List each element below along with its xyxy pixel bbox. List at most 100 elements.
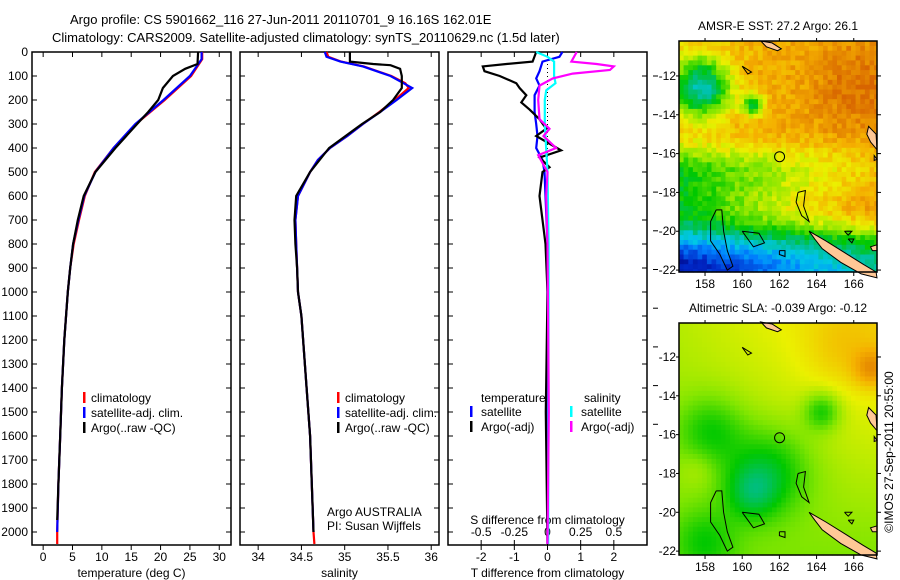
- heatmap-cell: [799, 323, 805, 329]
- heatmap-cell: [823, 50, 829, 57]
- heatmap-cell: [697, 181, 703, 188]
- heatmap-cell: [851, 244, 857, 251]
- heatmap-cell: [692, 254, 699, 260]
- heatmap-cell: [702, 196, 708, 202]
- heatmap-cell: [744, 551, 750, 556]
- heatmap-cell: [841, 65, 847, 71]
- heatmap-cell: [692, 536, 699, 543]
- heatmap-cell: [692, 176, 699, 183]
- heatmap-cell: [860, 366, 866, 373]
- heatmap-cell: [720, 342, 726, 348]
- heatmap-cell: [762, 361, 768, 368]
- heatmap-cell: [683, 206, 689, 212]
- heatmap-cell: [869, 259, 875, 265]
- series-line-temperature-argo-adj-: [481, 51, 564, 545]
- heatmap-cell: [697, 264, 703, 270]
- heatmap-cell: [683, 60, 689, 66]
- heatmap-cell: [804, 522, 810, 528]
- heatmap-cell: [846, 323, 852, 329]
- heatmap-cell: [776, 259, 782, 265]
- heatmap-cell: [748, 439, 754, 445]
- y-tick-label: 1600: [1, 429, 28, 443]
- heatmap-cell: [776, 138, 782, 144]
- heatmap-cell: [781, 70, 787, 76]
- heatmap-cell: [748, 454, 754, 460]
- heatmap-cell: [827, 55, 833, 62]
- heatmap-cell: [855, 536, 861, 543]
- heatmap-cell: [799, 444, 805, 450]
- heatmap-cell: [748, 152, 754, 159]
- heatmap-cell: [781, 323, 787, 329]
- heatmap-cell: [799, 347, 805, 353]
- reef-outline: [847, 519, 855, 525]
- heatmap-cell: [799, 337, 805, 344]
- heatmap-cell: [823, 138, 829, 144]
- heatmap-cell: [711, 108, 717, 115]
- heatmap-cell: [758, 327, 764, 334]
- heatmap-cell: [725, 176, 731, 183]
- heatmap-cell: [813, 50, 819, 57]
- heatmap-cell: [702, 415, 708, 421]
- heatmap-cell: [837, 240, 843, 246]
- heatmap-cell: [758, 347, 764, 353]
- heatmap-cell: [809, 483, 815, 489]
- heatmap-cell: [692, 167, 699, 173]
- heatmap-cell: [795, 60, 801, 66]
- heatmap-cell: [869, 424, 875, 431]
- heatmap-cell: [799, 45, 805, 52]
- heatmap-cell: [748, 371, 754, 377]
- heatmap-cell: [697, 215, 703, 222]
- heatmap-cell: [823, 128, 829, 134]
- heatmap-cell: [716, 89, 722, 95]
- heatmap-cell: [730, 458, 736, 465]
- heatmap-cell: [851, 176, 857, 183]
- heatmap-cell: [860, 172, 866, 178]
- heatmap-cell: [748, 444, 754, 450]
- heatmap-cell: [790, 371, 796, 377]
- heatmap-cell: [837, 454, 843, 460]
- heatmap-cell: [697, 483, 703, 489]
- heatmap-cell: [809, 240, 815, 246]
- heatmap-cell: [739, 128, 745, 134]
- heatmap-cell: [748, 420, 754, 426]
- heatmap-cell: [692, 133, 699, 139]
- heatmap-cell: [874, 60, 878, 66]
- heatmap-cell: [864, 186, 871, 193]
- heatmap-cell: [688, 254, 694, 260]
- heatmap-cell: [706, 186, 713, 193]
- heatmap-cell: [716, 79, 722, 86]
- heatmap-cell: [758, 123, 764, 129]
- heatmap-cell: [874, 215, 878, 222]
- heatmap-cell: [823, 376, 829, 382]
- heatmap-cell: [799, 186, 805, 193]
- heatmap-cell: [688, 415, 694, 421]
- heatmap-cell: [837, 70, 843, 76]
- heatmap-cell: [818, 478, 824, 484]
- heatmap-cell: [860, 473, 866, 479]
- heatmap-cell: [823, 65, 829, 71]
- heatmap-cell: [827, 458, 833, 465]
- heatmap-cell: [795, 332, 801, 339]
- heatmap-cell: [753, 327, 759, 334]
- heatmap-cell: [758, 502, 764, 509]
- heatmap-cell: [781, 45, 787, 52]
- heatmap-cell: [799, 449, 805, 455]
- heatmap-cell: [837, 405, 843, 411]
- heatmap-cell: [711, 89, 717, 95]
- heatmap-cell: [781, 167, 787, 173]
- heatmap-cell: [762, 483, 768, 489]
- heatmap-cell: [762, 162, 768, 168]
- heatmap-cell: [818, 225, 824, 231]
- heatmap-cell: [795, 128, 801, 134]
- heatmap-cell: [734, 483, 740, 489]
- heatmap-cell: [827, 386, 833, 392]
- heatmap-cell: [683, 444, 689, 450]
- heatmap-cell: [683, 123, 689, 129]
- heatmap-cell: [781, 415, 787, 421]
- heatmap-cell: [702, 55, 708, 62]
- heatmap-cell: [781, 79, 787, 86]
- heatmap-cell: [725, 99, 731, 105]
- heatmap-cell: [683, 172, 689, 178]
- heatmap-cell: [692, 157, 699, 163]
- heatmap-cell: [869, 99, 875, 105]
